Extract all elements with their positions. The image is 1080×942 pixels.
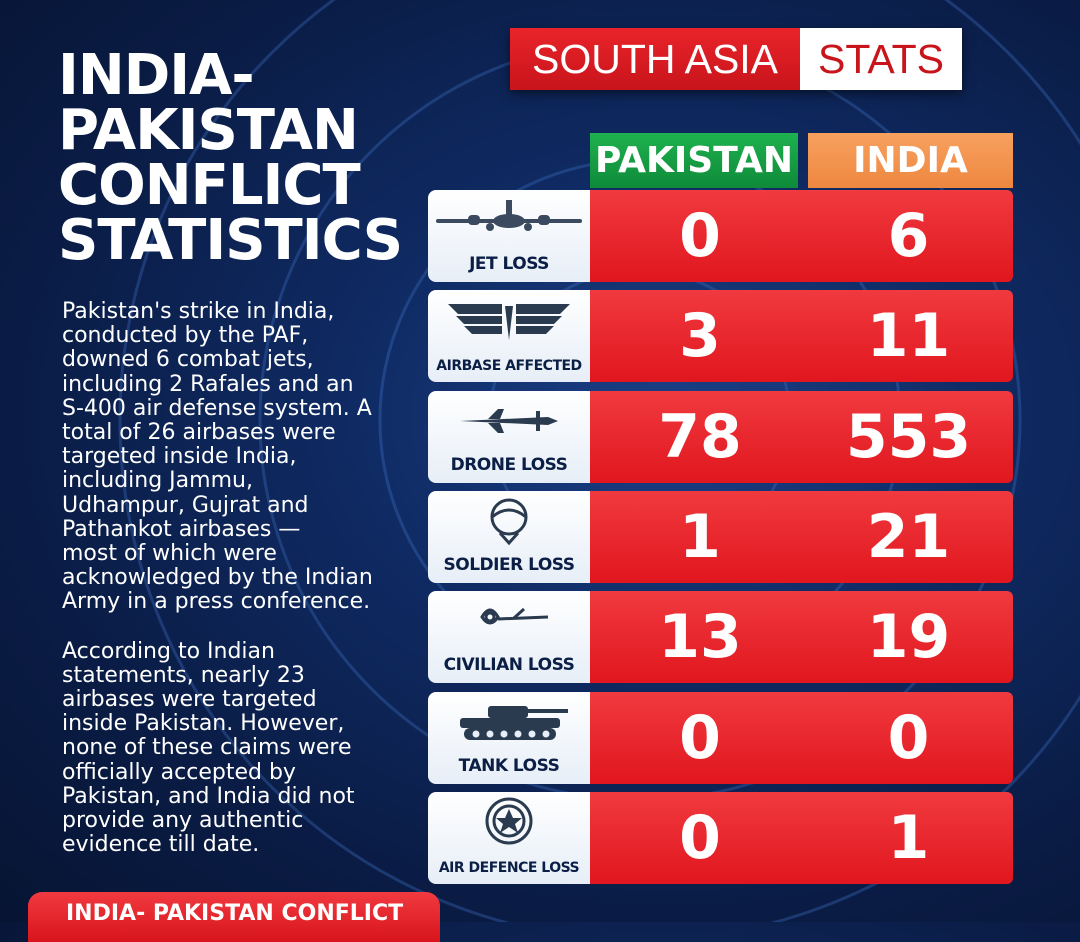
india-value: 1 [887, 802, 930, 873]
india-value: 6 [887, 201, 930, 271]
row-label: TANK LOSS [458, 755, 560, 776]
row-label: AIRBASE AFFECTED [436, 358, 582, 375]
row-label: SOLDIER LOSS [443, 554, 576, 575]
description-line: targeted inside India, [62, 444, 297, 470]
title-line: INDIA- [58, 43, 255, 108]
description-paragraph-2: According to Indian statements, nearly 23… [62, 638, 402, 858]
page-title: INDIA- PAKISTAN CONFLICT STATISTICS [58, 43, 403, 273]
description-line: Udhampur, Gujrat and [62, 492, 309, 518]
description-line: airbases were targeted [62, 687, 317, 713]
description-line: Pakistan, and India did not [62, 783, 355, 809]
description-line: According to Indian [62, 638, 275, 664]
row-label-box: DRONE LOSS [428, 390, 590, 483]
description-line: including 2 Rafales and an [62, 371, 354, 397]
stats-row: AIRBASE AFFECTED 3 11 [428, 290, 1013, 383]
description-line: downed 6 combat jets, [62, 347, 314, 373]
description-line: provide any authentic [62, 808, 304, 834]
row-label-box: CIVILIAN LOSS [428, 591, 590, 684]
tank-icon [428, 696, 590, 746]
stats-row: TANK LOSS 0 0 [428, 691, 1013, 784]
pakistan-value: 1 [679, 501, 721, 572]
row-label-box: AIRBASE AFFECTED [428, 290, 590, 383]
description-line: S-400 air defense system. A [62, 395, 372, 421]
row-label-box: JET LOSS [428, 190, 590, 282]
pakistan-value: 0 [679, 702, 721, 773]
description-line: officially accepted by [62, 759, 296, 785]
civilian-flower-icon [428, 595, 590, 645]
title-line: STATISTICS [58, 208, 403, 273]
title-line: CONFLICT [58, 153, 361, 218]
india-value: 11 [866, 301, 951, 372]
fighter-jet-icon [428, 194, 590, 244]
description-line: statements, nearly 23 [62, 662, 305, 688]
row-label: CIVILIAN LOSS [443, 655, 575, 676]
description-line: inside Pakistan. However, [62, 711, 345, 737]
drone-icon [428, 395, 590, 445]
row-values-box: 1 21 [590, 490, 1013, 583]
description-line: Pathankot airbases — [62, 516, 301, 542]
pakistan-value: 78 [658, 401, 742, 472]
stats-row: CIVILIAN LOSS 13 19 [428, 591, 1013, 684]
column-header-pakistan: PAKISTAN [590, 133, 798, 188]
pakistan-value: 0 [679, 201, 721, 271]
india-value: 553 [845, 401, 972, 472]
air-defence-emblem-icon [428, 796, 590, 846]
row-values-box: 3 11 [590, 290, 1013, 383]
india-value: 21 [866, 501, 951, 572]
row-label: DRONE LOSS [450, 454, 568, 475]
description-line: acknowledged by the Indian [62, 565, 373, 591]
brand-stats: STATS [800, 28, 962, 90]
row-label-box: SOLDIER LOSS [428, 490, 590, 583]
description-text: Pakistan's strike in India, conducted by … [62, 299, 402, 882]
soldier-helmet-icon [428, 495, 590, 546]
description-line: none of these claims were [62, 735, 352, 761]
column-header-india: INDIA [808, 133, 1013, 188]
description-line: including Jammu, [62, 468, 253, 494]
description-line: evidence till date. [62, 832, 260, 858]
stats-row: DRONE LOSS 78 553 [428, 390, 1013, 483]
pakistan-value: 3 [679, 301, 721, 372]
india-value: 19 [866, 602, 951, 673]
description-line: most of which were [62, 541, 277, 567]
row-label: JET LOSS [469, 254, 549, 274]
title-line: PAKISTAN [58, 98, 359, 163]
row-values-box: 13 19 [590, 591, 1013, 684]
description-line: Army in a press conference. [62, 589, 371, 615]
row-values-box: 78 553 [590, 390, 1013, 483]
pakistan-value: 0 [679, 802, 721, 873]
stats-row: JET LOSS 0 6 [428, 190, 1013, 282]
stats-row: SOLDIER LOSS 1 21 [428, 490, 1013, 583]
description-line: total of 26 airbases were [62, 420, 336, 446]
row-label-box: AIR DEFENCE LOSS [428, 791, 590, 884]
brand-region: SOUTH ASIA [510, 28, 800, 90]
description-line: Pakistan's strike in India, [62, 299, 335, 324]
airbase-wings-icon [428, 294, 590, 344]
stats-row: AIR DEFENCE LOSS 0 1 [428, 791, 1013, 884]
india-value: 0 [887, 702, 930, 773]
footer-tag: INDIA- PAKISTAN CONFLICT [28, 892, 440, 942]
description-paragraph-1: Pakistan's strike in India, conducted by … [62, 299, 402, 615]
description-line: conducted by the PAF, [62, 323, 309, 349]
pakistan-value: 13 [658, 602, 742, 673]
brand-banner: SOUTH ASIA STATS [510, 28, 962, 90]
row-label: AIR DEFENCE LOSS [438, 859, 580, 876]
row-label-box: TANK LOSS [428, 691, 590, 784]
